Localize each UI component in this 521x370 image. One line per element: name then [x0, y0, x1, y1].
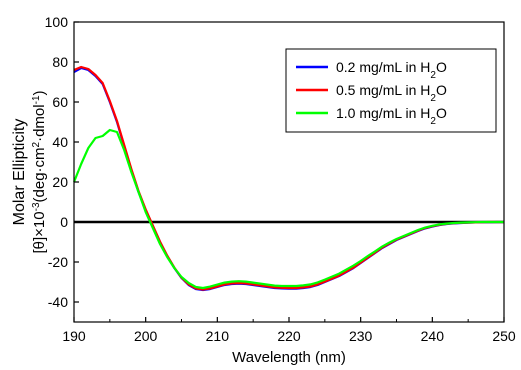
legend-label-1: 0.2 mg/mL in H2O — [336, 59, 447, 81]
y-label-sup: 2 — [31, 141, 42, 147]
x-tick-label: 210 — [206, 328, 230, 344]
series-line-3 — [72, 128, 504, 290]
y-tick-label: -20 — [48, 254, 68, 270]
y-tick-label: 80 — [52, 54, 68, 70]
y-tick-label: 0 — [60, 214, 68, 230]
y-tick-label: 20 — [52, 174, 68, 190]
y-axis-label-line2: [θ]×10-3(deg·cm2·dmol-1) — [31, 90, 49, 253]
x-tick-label: 230 — [349, 328, 373, 344]
y-tick-label: -40 — [48, 294, 68, 310]
y-label-part: ·dmol — [31, 104, 48, 142]
y-label-sup: -1 — [31, 95, 42, 104]
y-tick-label: 60 — [52, 94, 68, 110]
y-label-part: [θ]×10 — [31, 211, 48, 253]
x-tick-label: 240 — [421, 328, 445, 344]
y-tick-label: 40 — [52, 134, 68, 150]
x-axis-ticks: 190 200 210 220 230 240 250 — [62, 317, 516, 344]
y-label-part: (deg·cm — [31, 147, 48, 202]
x-tick-label: 200 — [134, 328, 158, 344]
y-tick-label: 100 — [45, 14, 69, 30]
y-axis-label-line1: Molar Ellipticity — [11, 119, 28, 226]
x-tick-label: 190 — [62, 328, 86, 344]
legend-label-3: 1.0 mg/mL in H2O — [336, 105, 447, 127]
legend-label-2: 0.5 mg/mL in H2O — [336, 82, 447, 104]
y-label-part: ) — [31, 90, 48, 95]
y-label-sup: -3 — [31, 202, 42, 211]
y-axis-label: Molar Ellipticity [θ]×10-3(deg·cm2·dmol-… — [11, 90, 48, 253]
series-lines — [72, 65, 504, 292]
y-axis-ticks: -40 -20 0 20 40 60 80 100 — [45, 14, 79, 310]
x-tick-label: 220 — [277, 328, 301, 344]
x-axis-label: Wavelength (nm) — [232, 349, 346, 366]
x-tick-label: 250 — [492, 328, 516, 344]
